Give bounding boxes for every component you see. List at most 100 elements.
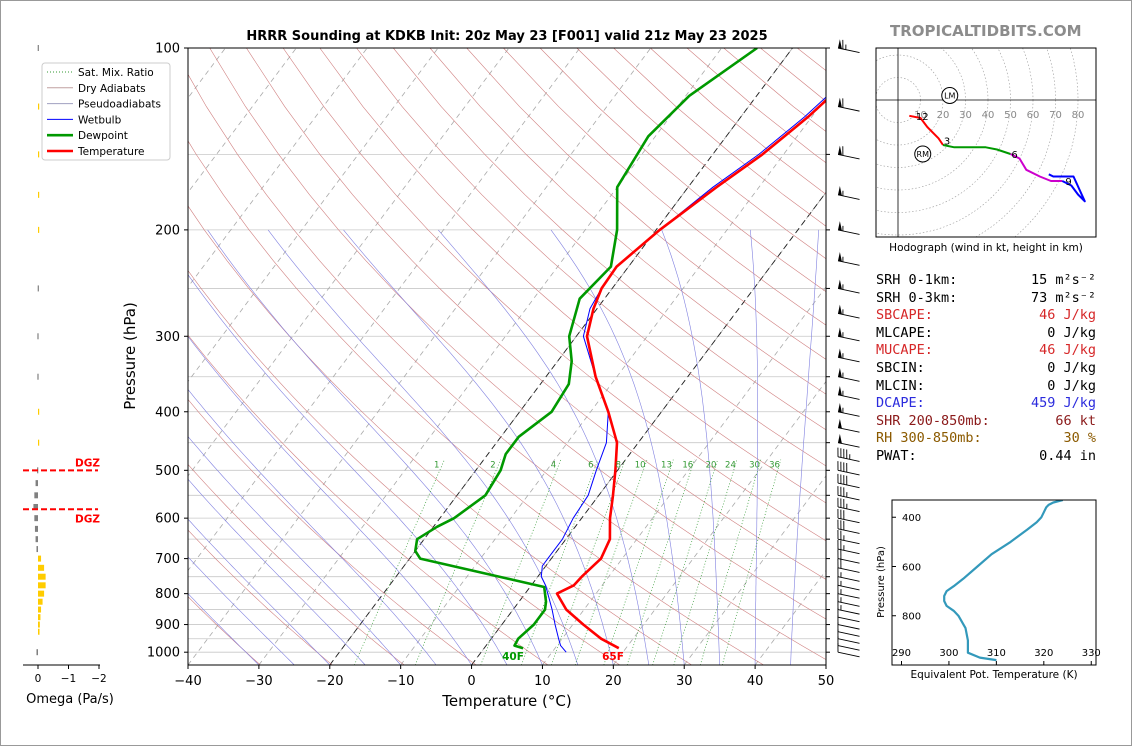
wind-barb (837, 327, 860, 342)
wind-barb-flag (842, 407, 844, 413)
parameter-label: SRH 0-3km: (876, 289, 958, 306)
wind-barb-staff (837, 229, 860, 235)
mixing-ratio-label: 6 (588, 460, 593, 470)
omega-bar (38, 439, 40, 446)
parameter-value: 66 kt (1055, 412, 1096, 429)
mixing-ratio-label: 13 (661, 460, 672, 470)
pseudoadiabat (661, 229, 720, 665)
wind-barb-flag (837, 567, 839, 577)
wind-barb-flag (842, 39, 844, 50)
y-tick-label: 200 (155, 223, 180, 238)
parameter-label: PWAT: (876, 447, 917, 464)
isotherm (188, 48, 368, 288)
sounding-parameters: SRH 0-1km: 15 m²s⁻² SRH 0-3km: 73 m²s⁻² SBCA… (876, 272, 1096, 466)
parameter-label: MLCAPE: (876, 324, 933, 341)
x-tick-label: 40 (747, 674, 764, 689)
wind-barb-pennant (838, 327, 842, 338)
omega-bar (38, 555, 42, 562)
wind-barb-pennant (838, 186, 842, 196)
pseudoadiabat (188, 436, 401, 665)
dry-adiabat (188, 270, 621, 665)
wind-barb-flag (837, 519, 839, 529)
hodograph-trace (1048, 173, 1086, 203)
mixing-ratio-label: 36 (769, 460, 780, 470)
mixing-ratio-label: 30 (749, 460, 760, 470)
wind-barb-flag (840, 486, 842, 496)
wind-barb-staff (837, 456, 860, 462)
y-tick-label: 700 (155, 552, 180, 567)
omega-bar (38, 573, 46, 580)
wind-barb-flag (842, 256, 844, 262)
wind-barb (837, 145, 860, 160)
wind-barb-flag (849, 454, 851, 460)
isotherm (258, 48, 722, 665)
parameter-value: 15 m²s⁻² (1030, 272, 1096, 288)
omega-bar (36, 649, 38, 656)
wind-barb (837, 519, 860, 534)
isotherm (542, 286, 826, 665)
wind-barb (837, 576, 860, 591)
parameter-value: 46 J/kg (1039, 342, 1096, 359)
parameter-label: MLCIN: (876, 377, 925, 394)
omega-bar (38, 103, 40, 110)
surface-temp-label: 65F (602, 651, 624, 663)
hodograph-ring-label: 30 (959, 110, 972, 121)
skewt-plot-area (188, 48, 826, 665)
parameter-value: 0 J/kg (1047, 377, 1096, 394)
dgz-label: DGZ (75, 513, 100, 525)
wind-barb-flag (843, 487, 845, 497)
parameter-row: SHR 200-850mb: 66 kt (876, 413, 1096, 431)
wind-barb-pennant (838, 221, 842, 231)
wind-barb (837, 508, 860, 524)
storm-motion-label: LM (944, 92, 955, 101)
wind-barb (837, 592, 860, 607)
legend: Sat. Mix. Ratio Dry Adiabats Pseudoadiabat… (41, 62, 171, 161)
y-tick-label: 500 (155, 464, 180, 479)
theta-e-y-tick-label: 800 (902, 612, 921, 623)
dry-adiabat (209, 48, 826, 620)
parameter-row: MUCAPE: 46 J/kg (876, 342, 1096, 360)
parameter-value: 459 J/kg (1030, 395, 1096, 412)
legend-entry: Dry Adiabats (78, 83, 146, 95)
wind-barb (837, 529, 860, 545)
wind-barb-pennant (838, 367, 842, 378)
wind-barb-staff (837, 548, 860, 555)
wind-barb-flag (837, 549, 839, 559)
wind-barb (837, 642, 860, 658)
wind-barb (837, 348, 860, 363)
parameter-label: SBCAPE: (876, 307, 933, 324)
x-tick-label: 20 (605, 674, 622, 689)
legend-entry: Dewpoint (78, 130, 128, 142)
hodograph-height-label: 6 (1011, 150, 1017, 161)
wind-barb-staff (837, 593, 860, 599)
mixing-ratio-label: 24 (725, 460, 736, 470)
storm-motion-marker (914, 145, 932, 163)
theta-e-x-tick-label: 330 (1082, 648, 1101, 659)
parameter-label: SHR 200-850mb: (876, 412, 990, 429)
dewpoint-profile (413, 48, 758, 650)
hodograph-height-label: 9 (1065, 177, 1071, 188)
wind-barb-flag (846, 503, 848, 509)
isotherm (188, 48, 652, 665)
omega-bar (38, 606, 42, 613)
dry-adiabat (282, 48, 826, 542)
omega-bar (34, 492, 38, 499)
wind-barb-flag (846, 475, 848, 485)
wind-barb (837, 447, 860, 462)
wind-barb-flag (842, 225, 844, 231)
dry-adiabat (393, 48, 826, 431)
wind-barb (837, 539, 860, 555)
wind-barb-staff (837, 624, 860, 630)
hodograph-caption: Hodograph (wind in kt, height in km) (889, 242, 1083, 254)
x-tick-label: −30 (245, 674, 272, 689)
omega-tick-label: 0 (35, 673, 42, 685)
parameter-label: RH 300-850mb: (876, 430, 982, 447)
wind-barb-flag (846, 492, 848, 498)
parameter-row: SBCIN: 0 J/kg (876, 360, 1096, 378)
y-tick-label: 600 (155, 512, 180, 527)
wind-barb-flag (840, 550, 842, 560)
legend-box (41, 62, 171, 161)
wind-barb-staff (837, 469, 860, 476)
parameter-row: RH 300-850mb: 30 % (876, 430, 1096, 448)
wind-barb-pennant (838, 348, 842, 359)
